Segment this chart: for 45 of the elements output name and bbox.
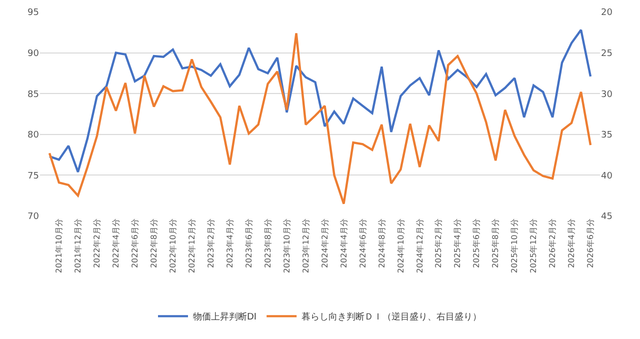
x-tick-label: 2026年4月分 <box>567 218 576 268</box>
x-tick-label: 2024年8月分 <box>377 218 386 268</box>
x-tick-label: 2026年6月分 <box>586 218 596 268</box>
x-tick-label: 2026年2月分 <box>548 218 558 268</box>
y-tick-label: 75 <box>28 171 39 182</box>
line-series <box>48 28 592 174</box>
x-tick-label: 2023年10月分 <box>282 218 292 274</box>
y-tick-label: 80 <box>28 130 40 141</box>
x-tick-label: 2025年4月分 <box>453 218 462 268</box>
x-tick-label: 2024年2月分 <box>320 218 330 268</box>
y2-tick-label: 45 <box>601 212 612 222</box>
y2-tick-label: 30 <box>601 90 613 100</box>
x-tick-label: 2021年12月分 <box>74 218 83 274</box>
x-tick-label: 2022年10月分 <box>168 218 178 274</box>
y2-tick-label: 20 <box>601 8 613 18</box>
x-tick-label: 2024年10月分 <box>396 218 406 274</box>
x-tick-label: 2023年8月分 <box>263 218 272 268</box>
x-tick-label: 2025年6月分 <box>472 218 482 268</box>
x-tick-label: 2025年8月分 <box>491 218 500 268</box>
y-tick-label: 85 <box>28 90 39 100</box>
y2-tick-label: 40 <box>601 171 613 182</box>
legend-label: 暮らし向き判断ＤＩ（逆目盛り、右目盛り） <box>302 312 482 323</box>
x-tick-label: 2025年12月分 <box>529 218 538 274</box>
y2-tick-label: 25 <box>601 48 612 59</box>
x-tick-label: 2022年4月分 <box>112 218 121 268</box>
legend-label: 物価上昇判断DI <box>193 312 257 323</box>
x-tick-label: 2023年4月分 <box>225 218 234 268</box>
x-tick-label: 2025年2月分 <box>434 218 444 268</box>
x-tick-label: 2022年8月分 <box>150 218 158 268</box>
y-tick-label: 90 <box>28 48 40 59</box>
x-tick-label: 2023年6月分 <box>244 218 254 268</box>
x-tick-label: 2024年12月分 <box>415 218 424 274</box>
line-series <box>48 32 592 205</box>
x-tick-label: 2022年6月分 <box>130 218 140 268</box>
x-tick-label: 2022年2月分 <box>92 218 102 268</box>
x-tick-label: 2023年2月分 <box>206 218 216 268</box>
x-tick-label: 2024年6月分 <box>358 218 368 268</box>
x-tick-label: 2023年12月分 <box>301 218 310 274</box>
y2-tick-label: 35 <box>601 130 612 141</box>
x-tick-label: 2021年10月分 <box>54 218 64 274</box>
x-tick-label: 2025年10月分 <box>510 218 520 274</box>
y-tick-label: 95 <box>28 8 39 18</box>
x-tick-label: 2024年4月分 <box>339 218 348 268</box>
y-tick-label: 70 <box>28 212 40 222</box>
x-tick-label: 2022年12月分 <box>187 218 196 274</box>
